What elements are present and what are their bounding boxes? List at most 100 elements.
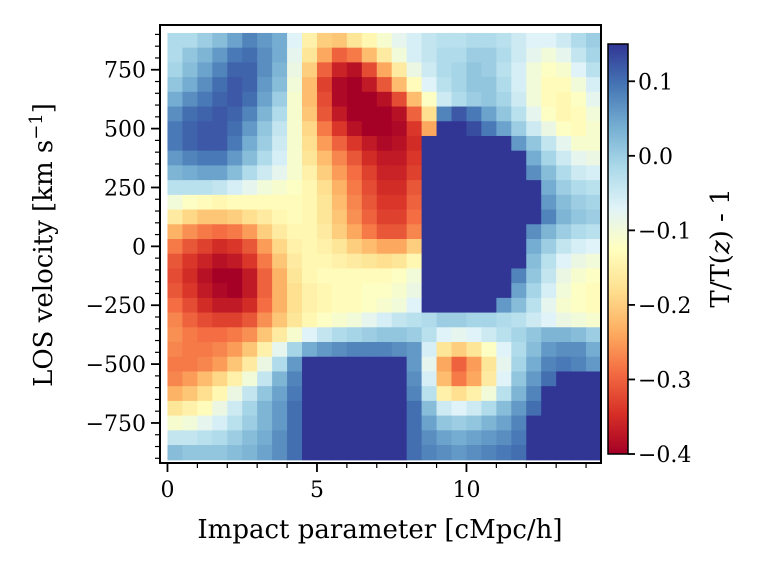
heatmap-cell xyxy=(556,253,572,270)
heatmap-cell xyxy=(376,386,393,402)
heatmap-cell xyxy=(272,268,288,284)
heatmap-cell xyxy=(227,32,243,49)
heatmap-cell xyxy=(451,445,468,461)
heatmap-cell xyxy=(227,430,243,446)
heatmap-cell xyxy=(586,342,602,358)
heatmap-cell xyxy=(331,356,348,373)
heatmap-cell xyxy=(586,209,602,225)
heatmap-cell xyxy=(451,415,468,431)
colorbar-label-a: T/T( xyxy=(706,254,736,308)
heatmap-cell xyxy=(496,121,512,137)
heatmap-cell xyxy=(272,224,288,240)
heatmap-cell xyxy=(466,224,483,240)
heatmap-cell xyxy=(466,209,483,225)
heatmap-cell xyxy=(496,224,512,240)
heatmap-cell xyxy=(346,415,363,431)
heatmap-cell xyxy=(316,180,333,196)
heatmap-cell xyxy=(212,62,228,78)
heatmap-cell xyxy=(466,32,483,49)
heatmap-cell xyxy=(182,150,198,167)
heatmap-cell xyxy=(302,415,318,431)
heatmap-cell xyxy=(302,91,318,108)
heatmap-cell xyxy=(526,415,542,431)
heatmap-cell xyxy=(481,297,497,314)
heatmap-cell xyxy=(466,180,483,196)
heatmap-cell xyxy=(391,224,408,240)
heatmap-cell xyxy=(511,386,527,402)
heatmap-cell xyxy=(451,91,468,108)
heatmap-cell xyxy=(586,327,602,343)
heatmap-cell xyxy=(316,135,333,152)
heatmap-cell xyxy=(272,91,288,108)
heatmap-cell xyxy=(526,150,542,167)
heatmap-cell xyxy=(391,194,408,211)
heatmap-cell xyxy=(272,445,288,461)
heatmap-cell xyxy=(167,180,184,196)
heatmap-cell xyxy=(257,312,273,328)
heatmap-cell xyxy=(316,312,333,328)
heatmap-cell xyxy=(391,239,408,255)
heatmap-cell xyxy=(212,430,228,446)
heatmap-cell xyxy=(361,32,378,49)
heatmap-cell xyxy=(361,356,378,373)
heatmap-cell xyxy=(227,356,243,373)
heatmap-cell xyxy=(167,253,184,270)
heatmap-cell xyxy=(586,165,602,181)
heatmap-cell xyxy=(421,371,438,387)
heatmap-cell xyxy=(406,415,423,431)
heatmap-cell xyxy=(376,371,393,387)
heatmap-cell xyxy=(272,150,288,167)
heatmap-cell xyxy=(436,415,453,431)
heatmap-cell xyxy=(361,327,378,343)
heatmap-cell xyxy=(242,327,258,343)
heatmap-cell xyxy=(346,283,363,299)
heatmap-cell xyxy=(451,430,468,446)
heatmap-cell xyxy=(421,165,438,181)
heatmap-cell xyxy=(466,283,483,299)
heatmap-cell xyxy=(571,32,587,49)
heatmap-cell xyxy=(511,283,527,299)
heatmap-cell xyxy=(496,165,512,181)
heatmap-cell xyxy=(481,239,497,255)
heatmap-cell xyxy=(346,150,363,167)
heatmap-cell xyxy=(287,445,303,461)
heatmap-cell xyxy=(302,47,318,63)
heatmap-cell xyxy=(586,283,602,299)
heatmap-cell xyxy=(451,106,468,122)
heatmap-cell xyxy=(481,430,497,446)
heatmap-cell xyxy=(242,209,258,225)
heatmap-cell xyxy=(302,327,318,343)
heatmap-cell xyxy=(376,194,393,211)
heatmap-cell xyxy=(406,77,423,93)
heatmap-cell xyxy=(182,209,198,225)
heatmap-cell xyxy=(167,239,184,255)
heatmap-cell xyxy=(541,135,557,152)
heatmap-cell xyxy=(346,400,363,417)
heatmap-cell xyxy=(436,268,453,284)
heatmap-cell xyxy=(391,62,408,78)
heatmap-cell xyxy=(586,268,602,284)
heatmap-cell xyxy=(257,386,273,402)
heatmap-cell xyxy=(376,62,393,78)
heatmap-cell xyxy=(436,180,453,196)
heatmap-cell xyxy=(526,386,542,402)
heatmap-cell xyxy=(242,194,258,211)
heatmap-cell xyxy=(257,297,273,314)
heatmap-cell xyxy=(167,268,184,284)
heatmap-cell xyxy=(481,327,497,343)
heatmap-cell xyxy=(167,150,184,167)
heatmap-cell xyxy=(541,356,557,373)
heatmap-cell xyxy=(361,415,378,431)
heatmap-cell xyxy=(227,445,243,461)
heatmap-cell xyxy=(182,239,198,255)
heatmap-cell xyxy=(496,415,512,431)
heatmap-cell xyxy=(302,121,318,137)
heatmap-cell xyxy=(391,253,408,270)
heatmap-cell xyxy=(361,430,378,446)
heatmap-cell xyxy=(316,386,333,402)
heatmap-cell xyxy=(331,77,348,93)
heatmap-cell xyxy=(511,106,527,122)
heatmap-cell xyxy=(197,165,213,181)
heatmap-cell xyxy=(212,415,228,431)
heatmap-cell xyxy=(466,194,483,211)
